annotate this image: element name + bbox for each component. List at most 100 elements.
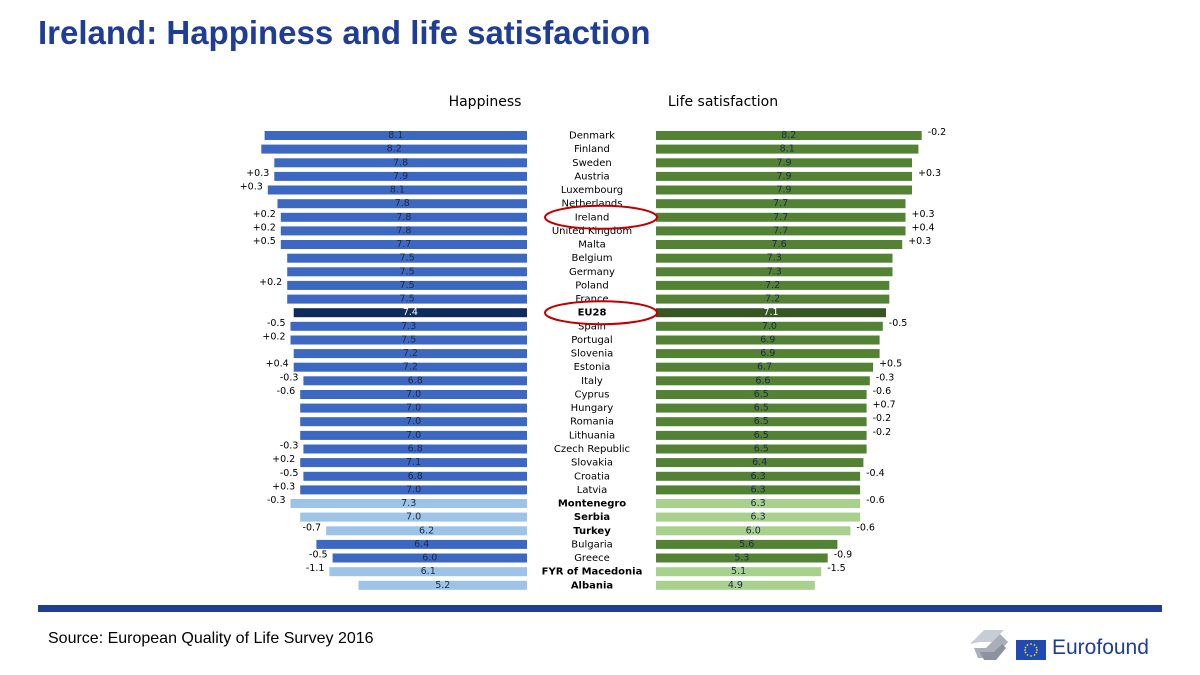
satisfaction-value-label: 7.7 xyxy=(773,225,788,236)
happiness-value-label: 8.1 xyxy=(388,130,403,141)
highlight-circles xyxy=(544,204,658,326)
satisfaction-change-label: -0.4 xyxy=(866,468,885,479)
happiness-value-label: 7.1 xyxy=(406,457,421,468)
happiness-value-label: 7.0 xyxy=(406,416,421,427)
satisfaction-change-label: -0.6 xyxy=(866,495,885,506)
satisfaction-value-label: 7.3 xyxy=(767,253,782,264)
satisfaction-bar xyxy=(656,335,880,345)
happiness-change-label: -0.5 xyxy=(280,468,299,479)
satisfaction-change-label: -0.5 xyxy=(889,318,908,329)
happiness-value-label: 7.8 xyxy=(393,157,408,168)
happiness-bar xyxy=(287,280,527,290)
happiness-bar xyxy=(290,335,527,345)
satisfaction-value-label: 7.7 xyxy=(773,198,788,209)
satisfaction-bar xyxy=(656,171,912,181)
happiness-change-label: -0.5 xyxy=(267,318,286,329)
country-label: Denmark xyxy=(569,131,615,142)
satisfaction-bar xyxy=(656,485,861,495)
satisfaction-change-label: +0.3 xyxy=(912,209,935,220)
satisfaction-value-label: 6.3 xyxy=(751,471,766,482)
country-label: Austria xyxy=(574,171,609,182)
happiness-value-label: 7.0 xyxy=(406,403,421,414)
country-label: Cyprus xyxy=(575,390,610,401)
satisfaction-value-label: 6.7 xyxy=(757,362,772,373)
happiness-bar xyxy=(280,226,527,236)
country-label: Estonia xyxy=(574,362,611,373)
country-label: France xyxy=(575,294,608,305)
satisfaction-value-label: 6.5 xyxy=(754,389,769,400)
happiness-value-label: 7.2 xyxy=(403,348,418,359)
satisfaction-value-label: 7.1 xyxy=(763,307,778,318)
satisfaction-bar xyxy=(656,553,828,563)
satisfaction-bar xyxy=(656,267,893,277)
happiness-value-label: 6.8 xyxy=(408,471,423,482)
satisfaction-value-label: 6.5 xyxy=(754,403,769,414)
country-label: Greece xyxy=(574,553,610,564)
happiness-change-label: -0.7 xyxy=(303,522,322,533)
happiness-bar xyxy=(287,253,527,263)
happiness-bar xyxy=(267,185,527,195)
happiness-value-label: 7.0 xyxy=(406,484,421,495)
chart-bars: 8.1 8.2 -0.2 8.2 8.1 7.8 7.9 7.9 +0.3 7.9 +0.3 8.1 +… xyxy=(240,127,947,591)
happiness-change-label: +0.2 xyxy=(259,277,282,288)
happiness-value-label: 7.3 xyxy=(401,498,416,509)
satisfaction-value-label: 8.2 xyxy=(781,130,796,141)
country-label: Malta xyxy=(578,240,606,251)
happiness-bar xyxy=(358,580,527,590)
satisfaction-change-label: -0.2 xyxy=(873,427,892,438)
happiness-change-label: +0.3 xyxy=(246,168,269,179)
satisfaction-bar xyxy=(656,185,912,195)
happiness-bar xyxy=(261,144,527,154)
happiness-value-label: 7.8 xyxy=(396,212,411,223)
country-label: Turkey xyxy=(573,526,611,537)
satisfaction-value-label: 5.3 xyxy=(734,553,749,564)
happiness-value-label: 7.0 xyxy=(406,512,421,523)
country-label: Spain xyxy=(578,321,606,332)
happiness-bar xyxy=(300,390,527,399)
country-label: Hungary xyxy=(571,403,614,414)
country-label: Belgium xyxy=(572,253,613,264)
satisfaction-bar xyxy=(656,294,890,304)
satisfaction-bar xyxy=(656,390,867,399)
satisfaction-bar xyxy=(656,240,903,249)
source-note: Source: European Quality of Life Survey … xyxy=(48,630,374,647)
happiness-bar xyxy=(280,240,527,249)
happiness-change-label: +0.2 xyxy=(253,222,276,233)
satisfaction-bar xyxy=(656,512,861,522)
highlight-ellipse xyxy=(544,204,658,230)
happiness-value-label: 7.4 xyxy=(403,307,418,318)
satisfaction-series-title: Life satisfaction xyxy=(668,94,778,110)
country-label: Italy xyxy=(581,376,603,387)
satisfaction-value-label: 6.9 xyxy=(760,348,775,359)
happiness-bar xyxy=(303,471,527,481)
satisfaction-change-label: -0.2 xyxy=(873,413,892,424)
country-label: Lithuania xyxy=(569,430,615,441)
satisfaction-change-label: -0.9 xyxy=(834,550,853,561)
country-label: Luxembourg xyxy=(561,185,623,196)
satisfaction-value-label: 7.2 xyxy=(765,280,780,291)
satisfaction-change-label: +0.4 xyxy=(912,222,935,233)
happiness-value-label: 7.5 xyxy=(400,294,415,305)
satisfaction-value-label: 6.5 xyxy=(754,416,769,427)
happiness-bar xyxy=(277,199,527,209)
satisfaction-value-label: 7.0 xyxy=(762,321,777,332)
satisfaction-value-label: 6.3 xyxy=(751,498,766,509)
happiness-value-label: 7.3 xyxy=(401,321,416,332)
happiness-bar xyxy=(303,444,527,454)
country-label: Netherlands xyxy=(562,199,623,210)
satisfaction-change-label: +0.7 xyxy=(873,400,896,411)
satisfaction-change-label: -0.3 xyxy=(876,372,895,383)
country-label: Albania xyxy=(571,580,613,591)
happiness-bar xyxy=(300,512,527,522)
satisfaction-bar xyxy=(656,417,867,427)
satisfaction-bar xyxy=(656,580,815,590)
satisfaction-bar xyxy=(656,567,822,577)
satisfaction-value-label: 8.1 xyxy=(780,144,795,155)
satisfaction-value-label: 6.6 xyxy=(755,375,770,386)
satisfaction-bar xyxy=(656,444,867,454)
happiness-value-label: 6.8 xyxy=(408,444,423,455)
footer-divider xyxy=(38,605,1162,612)
satisfaction-change-label: +0.5 xyxy=(879,359,902,370)
country-label: Slovenia xyxy=(571,349,614,360)
country-label: Germany xyxy=(569,267,615,278)
